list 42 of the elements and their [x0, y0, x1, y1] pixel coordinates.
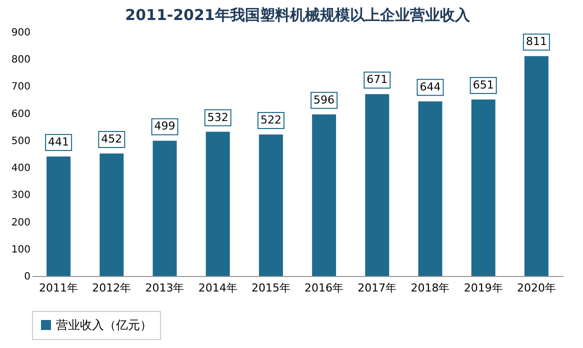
- bar: [46, 156, 71, 276]
- data-label: 522: [260, 113, 282, 126]
- x-tick-label: 2020年: [516, 282, 556, 294]
- x-tick-label: 2012年: [92, 282, 132, 294]
- bar: [471, 100, 496, 276]
- x-tick-label: 2011年: [39, 282, 78, 294]
- data-label: 441: [48, 135, 70, 148]
- data-label: 452: [101, 132, 122, 146]
- legend-label: 营业收入（亿元）: [56, 318, 152, 332]
- bar: [258, 134, 283, 276]
- data-label: 811: [526, 35, 547, 48]
- x-tick-label: 2017年: [358, 282, 397, 294]
- data-label: 671: [366, 73, 388, 86]
- y-tick-label: 200: [11, 217, 30, 228]
- bar: [152, 140, 177, 276]
- x-tick-label: 2013年: [145, 282, 184, 294]
- data-label: 532: [207, 110, 228, 124]
- data-label: 499: [154, 120, 176, 133]
- y-tick-label: 800: [11, 54, 30, 66]
- data-label: 596: [314, 93, 335, 106]
- x-tick-label: 2015年: [251, 282, 290, 294]
- x-tick-label: 2019年: [464, 282, 503, 294]
- chart-title: 2011-2021年我国塑料机械规模以上企业营业收入: [125, 6, 471, 24]
- bar: [418, 101, 442, 276]
- data-label: 651: [472, 78, 494, 92]
- y-tick-label: 500: [11, 136, 30, 147]
- y-tick-label: 300: [11, 190, 30, 202]
- x-tick-label: 2014年: [198, 282, 238, 294]
- y-tick-label: 100: [11, 244, 30, 256]
- x-tick-label: 2018年: [410, 282, 450, 294]
- y-tick-label: 400: [11, 163, 30, 174]
- bar: [100, 153, 124, 276]
- y-tick-label: 600: [11, 108, 30, 120]
- bar: [524, 56, 548, 276]
- bar: [312, 114, 336, 276]
- y-tick-label: 0: [24, 272, 30, 282]
- y-tick-label: 700: [11, 82, 30, 93]
- bar: [365, 94, 390, 276]
- bar: [206, 132, 230, 276]
- data-label: 644: [420, 80, 441, 94]
- x-tick-label: 2016年: [304, 282, 344, 294]
- y-tick-label: 900: [11, 28, 30, 38]
